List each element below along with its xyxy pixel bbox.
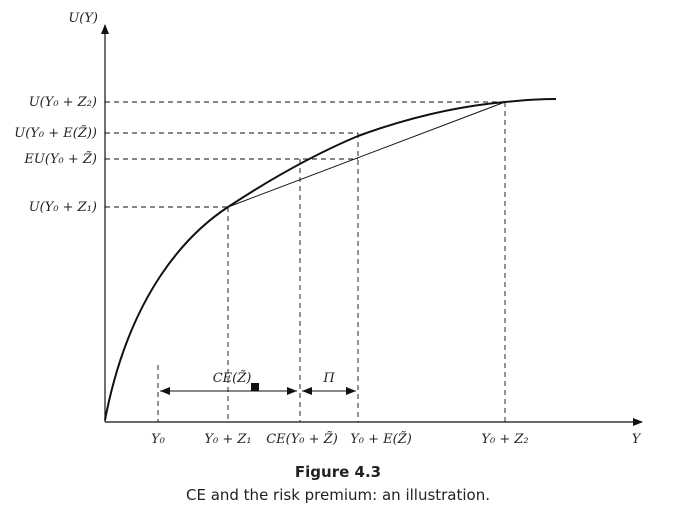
ce-label: CE(Z̃) (213, 370, 252, 386)
ce-interval-arrow (160, 387, 297, 395)
end-of-proof-square-icon (251, 383, 259, 391)
ytick-u-y0-z1: U(Y₀ + Z₁) (29, 200, 97, 215)
figure-caption-text: CE and the risk premium: an illustration… (185, 486, 491, 504)
chord-line (227, 101, 506, 208)
ytick-u-y0-z2: U(Y₀ + Z₂) (29, 95, 97, 110)
xtick-y0: Y₀ (151, 432, 166, 447)
xtick-y0-ez: Y₀ + E(Z̃) (350, 431, 412, 447)
xtick-y0-z2: Y₀ + Z₂ (481, 432, 528, 447)
x-axis-label: Y (632, 432, 642, 447)
figure-caption-title: Figure 4.3 (294, 463, 382, 481)
xtick-y0-z1: Y₀ + Z₁ (204, 432, 251, 447)
utility-curve (104, 98, 557, 421)
ytick-u-y0-ez: U(Y₀ + E(Z̃)) (14, 125, 97, 141)
y-axis-label: U(Y) (68, 11, 98, 26)
horizontal-guides (105, 101, 505, 208)
risk-premium-label: Π (322, 371, 335, 386)
ytick-eu-y0-z: EU(Y₀ + Z̃) (23, 151, 97, 167)
vertical-guides (157, 102, 506, 422)
xtick-ce-y0-z: CE(Y₀ + Z̃) (266, 431, 338, 447)
risk-premium-arrow (302, 387, 356, 395)
